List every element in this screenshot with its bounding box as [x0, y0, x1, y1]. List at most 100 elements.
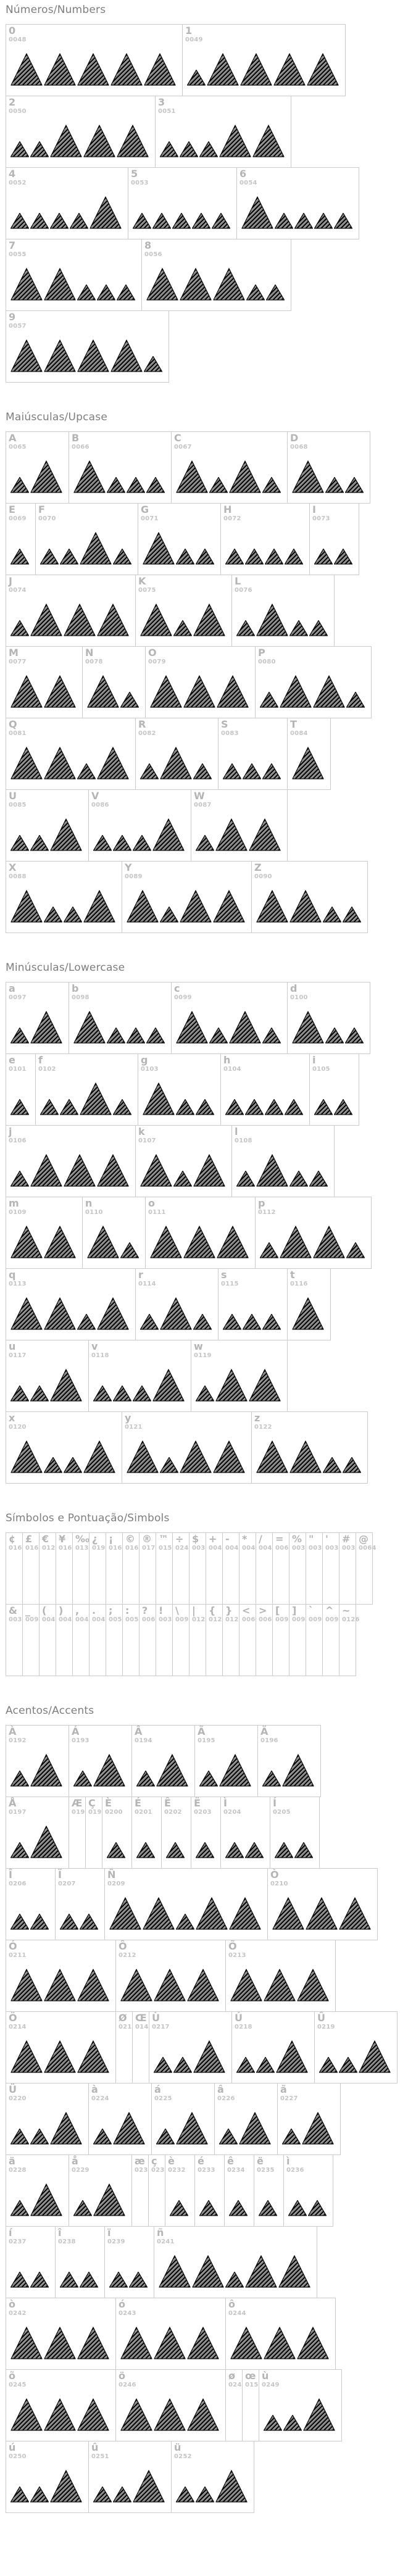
glyph-cell-0219[interactable]: Û 0219	[314, 2011, 398, 2084]
glyph-cell-0054[interactable]: 6 0054	[236, 167, 359, 239]
glyph-cell-0056[interactable]: 8 0056	[141, 239, 291, 311]
glyph-cell-0140[interactable]: Œ 0140	[132, 2011, 152, 2084]
glyph-cell-0225[interactable]: á 0225	[151, 2083, 215, 2155]
glyph-cell-0115[interactable]: s 0115	[218, 1268, 288, 1340]
glyph-cell-0229[interactable]: å 0229	[69, 2154, 132, 2227]
glyph-cell-0214[interactable]: Ö 0214	[6, 2011, 116, 2084]
glyph-cell-0163[interactable]: £0163	[22, 1532, 43, 1605]
glyph-cell-0108[interactable]: l 0108	[231, 1125, 335, 1197]
glyph-cell-0061[interactable]: = 0061	[272, 1532, 293, 1605]
glyph-cell-0043[interactable]: +0043	[206, 1532, 226, 1605]
glyph-cell-0077[interactable]: M 0077	[6, 646, 83, 718]
glyph-cell-0204[interactable]: Ì 0204	[220, 1797, 270, 1869]
glyph-cell-0117[interactable]: u 0117	[6, 1340, 89, 1412]
glyph-cell-0107[interactable]: k 0107	[135, 1125, 232, 1197]
glyph-cell-0062[interactable]: >0062	[256, 1604, 276, 1676]
glyph-cell-0106[interactable]: j 0106	[6, 1125, 136, 1197]
glyph-cell-0165[interactable]: ¥0165	[56, 1532, 76, 1605]
glyph-cell-0162[interactable]: ¢ 0162	[6, 1532, 26, 1605]
glyph-cell-0085[interactable]: U 0085	[6, 789, 89, 862]
glyph-cell-0084[interactable]: T 0084	[287, 718, 331, 790]
glyph-cell-0074[interactable]: J 0074	[6, 575, 136, 647]
glyph-cell-0249[interactable]: ù 0249	[259, 2369, 342, 2441]
glyph-cell-0097[interactable]: a 0097	[6, 982, 69, 1054]
glyph-cell-0086[interactable]: V 0086	[88, 789, 191, 862]
glyph-cell-0220[interactable]: Ü 0220	[6, 2083, 89, 2155]
glyph-cell-0041[interactable]: ) 0041	[56, 1604, 76, 1676]
glyph-cell-0226[interactable]: â 0226	[214, 2083, 278, 2155]
glyph-cell-0114[interactable]: r 0114	[135, 1268, 219, 1340]
glyph-cell-0066[interactable]: B 0066	[69, 431, 172, 504]
glyph-cell-0112[interactable]: p 0112	[255, 1197, 372, 1269]
glyph-cell-0211[interactable]: Ó 0211	[6, 1940, 116, 2012]
glyph-cell-0252[interactable]: ü 0252	[171, 2441, 254, 2513]
glyph-cell-0196[interactable]: Ä 0196	[257, 1725, 321, 1797]
glyph-cell-0099[interactable]: c 0099	[171, 982, 288, 1054]
glyph-cell-0199[interactable]: Ç 0199	[85, 1797, 106, 1869]
glyph-cell-0224[interactable]: à 0224	[88, 2083, 152, 2155]
glyph-cell-0091[interactable]: [0091	[272, 1604, 293, 1676]
glyph-cell-0080[interactable]: P 0080	[255, 646, 372, 718]
glyph-cell-0055[interactable]: 7 0055	[6, 239, 142, 311]
glyph-cell-0052[interactable]: 4 0052	[6, 167, 128, 239]
glyph-cell-0111[interactable]: o 0111	[145, 1197, 256, 1269]
glyph-cell-0100[interactable]: d 0100	[287, 982, 370, 1054]
glyph-cell-0101[interactable]: e 0101	[6, 1053, 36, 1126]
glyph-cell-0070[interactable]: F 0070	[35, 503, 138, 575]
glyph-cell-0232[interactable]: è 0232	[165, 2154, 195, 2227]
glyph-cell-0119[interactable]: w 0119	[191, 1340, 288, 1412]
glyph-cell-0102[interactable]: f 0102	[35, 1053, 138, 1126]
glyph-cell-0243[interactable]: ó 0243	[115, 2298, 226, 2370]
glyph-cell-0235[interactable]: ë 0235	[254, 2154, 284, 2227]
glyph-cell-0047[interactable]: /0047	[256, 1532, 276, 1605]
glyph-cell-0207[interactable]: Ï 0207	[55, 1868, 105, 1940]
glyph-cell-0057[interactable]: 9 0057	[6, 310, 169, 383]
glyph-cell-0122[interactable]: z 0122	[251, 1411, 368, 1484]
glyph-cell-0244[interactable]: ô 0244	[225, 2298, 336, 2370]
glyph-cell-0118[interactable]: v 0118	[88, 1340, 191, 1412]
glyph-cell-0037[interactable]: % 0037	[289, 1532, 309, 1605]
glyph-cell-0205[interactable]: Í 0205	[270, 1797, 320, 1869]
glyph-cell-0191[interactable]: ¿ 0191	[89, 1532, 109, 1605]
glyph-cell-0246[interactable]: ö 0246	[115, 2369, 226, 2441]
glyph-cell-0059[interactable]: ; 0059	[106, 1604, 126, 1676]
glyph-cell-0069[interactable]: E 0069	[6, 503, 36, 575]
glyph-cell-0048[interactable]: 0 0048	[6, 24, 183, 96]
glyph-cell-0216[interactable]: Ø 0216	[115, 2011, 136, 2084]
glyph-cell-0044[interactable]: , 0044	[72, 1604, 93, 1676]
glyph-cell-0073[interactable]: I 0073	[309, 503, 359, 575]
glyph-cell-0109[interactable]: m 0109	[6, 1197, 83, 1269]
glyph-cell-0156[interactable]: œ 0156	[242, 2369, 262, 2441]
glyph-cell-0195[interactable]: Ã 0195	[194, 1725, 258, 1797]
glyph-cell-0228[interactable]: ä 0228	[6, 2154, 69, 2227]
glyph-cell-0090[interactable]: Z 0090	[251, 861, 368, 933]
glyph-cell-0230[interactable]: æ 0230	[131, 2154, 152, 2227]
glyph-cell-0039[interactable]: ' 0039	[322, 1532, 343, 1605]
glyph-cell-0121[interactable]: y 0121	[122, 1411, 252, 1484]
glyph-cell-0161[interactable]: ¡ 0161	[106, 1532, 126, 1605]
glyph-cell-0212[interactable]: Ô 0212	[115, 1940, 226, 2012]
glyph-cell-0239[interactable]: ï 0239	[104, 2226, 154, 2298]
glyph-cell-0123[interactable]: {0123	[206, 1604, 226, 1676]
glyph-cell-0068[interactable]: D 0068	[287, 431, 370, 504]
glyph-cell-0081[interactable]: Q 0081	[6, 718, 136, 790]
glyph-cell-0198[interactable]: Æ 0198	[69, 1797, 89, 1869]
glyph-cell-0206[interactable]: Î 0206	[6, 1868, 56, 1940]
glyph-cell-0110[interactable]: n 0110	[82, 1197, 146, 1269]
glyph-cell-0137[interactable]: ‰ 0137	[72, 1532, 93, 1605]
glyph-cell-0193[interactable]: Á 0193	[69, 1725, 132, 1797]
glyph-cell-0248[interactable]: ø 0248	[225, 2369, 246, 2441]
glyph-cell-0126[interactable]: ~0126	[339, 1604, 359, 1676]
glyph-cell-0045[interactable]: -0045	[222, 1532, 243, 1605]
glyph-cell-0046[interactable]: . 0046	[89, 1604, 109, 1676]
glyph-cell-0192[interactable]: À 0192	[6, 1725, 69, 1797]
glyph-cell-0036[interactable]: $0036	[189, 1532, 209, 1605]
glyph-cell-0095[interactable]: _ 0095	[22, 1604, 43, 1676]
glyph-cell-0094[interactable]: ^ 0094	[322, 1604, 343, 1676]
glyph-cell-0076[interactable]: L 0076	[231, 575, 335, 647]
glyph-cell-0053[interactable]: 5 0053	[128, 167, 237, 239]
glyph-cell-0067[interactable]: C 0067	[171, 431, 288, 504]
glyph-cell-0089[interactable]: Y 0089	[122, 861, 252, 933]
glyph-cell-0087[interactable]: W 0087	[191, 789, 288, 862]
glyph-cell-0063[interactable]: ? 0063	[139, 1604, 159, 1676]
